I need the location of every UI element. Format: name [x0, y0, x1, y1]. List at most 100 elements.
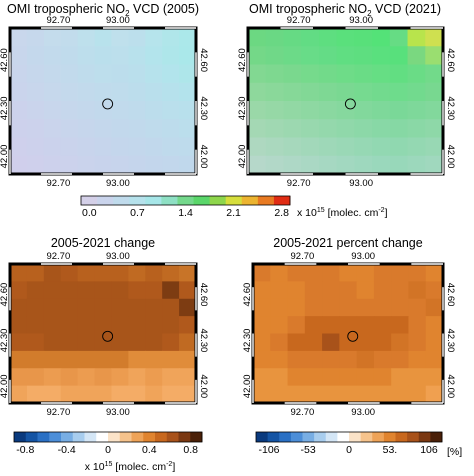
map-cell — [391, 333, 410, 352]
map-cell — [10, 385, 28, 404]
map-cell — [162, 101, 180, 120]
lat-tick-label-left: 42.00 — [237, 145, 248, 169]
colorbar-swatch — [49, 432, 62, 442]
map-cell — [128, 368, 146, 387]
map-cell — [283, 46, 302, 66]
map-cell — [179, 137, 197, 157]
map-cell — [60, 298, 79, 317]
lon-tick-label-top: 93.00 — [349, 15, 373, 26]
colorbar-tick-label: 2.8 — [274, 207, 289, 219]
colorbar-swatch — [337, 432, 350, 442]
map-cell — [408, 264, 427, 282]
map-cell — [253, 264, 271, 282]
colorbar-swatch — [14, 432, 27, 442]
site-marker — [102, 330, 114, 342]
map-cell — [77, 28, 96, 47]
site-marker — [347, 330, 359, 342]
map-cell — [77, 316, 96, 335]
map-cell — [301, 64, 320, 84]
map-cell — [336, 137, 355, 157]
map-cell — [128, 28, 146, 47]
map-cell — [407, 155, 426, 175]
map-cell — [145, 333, 163, 352]
map-grid — [10, 264, 197, 404]
map-cell — [94, 264, 113, 282]
panel-title-main: 2005-2021 percent change — [273, 236, 422, 250]
map-cell — [389, 64, 409, 84]
map-cell — [339, 264, 358, 282]
colorbar-tick-label: -106 — [259, 444, 280, 456]
lat-tick-label-right: 42.60 — [445, 48, 456, 72]
map-cell — [43, 64, 62, 84]
map-cell — [270, 350, 289, 369]
map-cell — [111, 368, 129, 387]
colorbar-swatch — [314, 432, 327, 442]
lat-tick-label-left: 42.00 — [0, 145, 10, 169]
map-cell — [408, 298, 427, 317]
map-cell — [179, 101, 197, 120]
colorbar-swatch — [209, 196, 227, 205]
colorbar-swatch — [325, 432, 338, 442]
map-cell — [407, 101, 426, 120]
lon-tick-label-top: 92.70 — [46, 251, 70, 262]
map-cell — [60, 316, 79, 335]
map-cell — [77, 82, 96, 102]
map-cell — [77, 64, 96, 84]
map-cell — [304, 333, 323, 352]
map-cell — [336, 82, 355, 102]
map-cell — [425, 119, 444, 139]
map-cell — [373, 298, 392, 317]
map-cell — [389, 137, 409, 157]
map-cell — [128, 385, 146, 404]
map-cell — [94, 137, 113, 157]
map-cell — [354, 101, 373, 120]
colorbar-swatch — [256, 432, 269, 442]
lon-tick-label-top: 92.70 — [287, 15, 311, 26]
map-cell — [162, 155, 180, 175]
map-cell — [179, 368, 197, 387]
colorbar-tick-label: 1.4 — [178, 207, 193, 219]
map-cell — [162, 350, 180, 369]
map-cell — [128, 264, 146, 282]
colorbar-swatch — [72, 432, 85, 442]
map-cell — [318, 119, 338, 139]
map-cell — [111, 298, 129, 317]
colorbar-change: -0.8 -0.4 0 0.4 0.8 x 1015 [molec. cm-2] — [13, 431, 203, 473]
map-cell — [162, 385, 180, 404]
lat-tick-label-right: 42.60 — [445, 283, 456, 307]
map-cell — [322, 385, 340, 404]
map-cell — [77, 298, 96, 317]
lat-tick-label-left: 42.30 — [237, 96, 248, 120]
map-cell — [145, 316, 163, 335]
map-cell — [336, 101, 355, 120]
colorbar-swatch — [108, 432, 121, 442]
map-cell — [265, 101, 285, 120]
lon-tick-label-bottom: 93.00 — [351, 407, 375, 418]
map-grid — [10, 28, 197, 175]
map-cell — [425, 281, 444, 300]
map-cell — [60, 281, 79, 300]
map-panels: OMI tropospheric NO2 VCD (2005)92.7092.7… — [0, 2, 456, 418]
map-cell — [322, 281, 340, 300]
map-cell — [322, 298, 340, 317]
lat-tick-label-left: 42.60 — [0, 283, 10, 307]
colorbar-swatch — [302, 432, 315, 442]
map-cell — [94, 46, 113, 66]
lat-tick-label-left: 42.00 — [0, 374, 10, 398]
map-cell — [372, 137, 391, 157]
map-cell — [111, 64, 129, 84]
map-cell — [26, 298, 45, 317]
map-cell — [322, 350, 340, 369]
map-cell — [10, 119, 28, 139]
map-cell — [253, 385, 271, 404]
map-cell — [372, 155, 391, 175]
map-cell — [265, 137, 285, 157]
colorbar-outline — [255, 431, 443, 443]
lon-tick-label-bottom: 92.70 — [287, 178, 311, 189]
map-cell — [179, 28, 197, 47]
map-cell — [94, 298, 113, 317]
map-cell — [270, 368, 289, 387]
colorbar-swatch — [84, 432, 97, 442]
map-cell — [270, 385, 289, 404]
map-cell — [322, 316, 340, 335]
